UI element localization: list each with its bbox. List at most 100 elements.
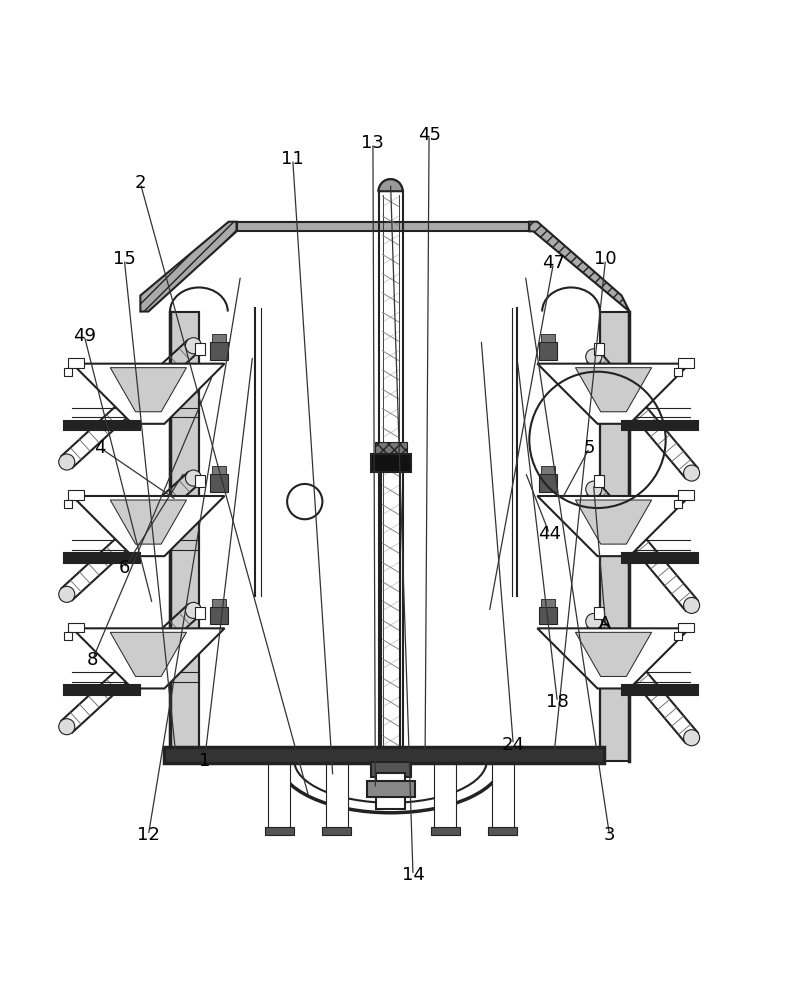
Bar [64, 421, 140, 430]
Text: 10: 10 [594, 250, 617, 268]
Bar [68, 623, 84, 632]
Polygon shape [576, 500, 651, 544]
Text: 14: 14 [402, 866, 424, 884]
Polygon shape [537, 496, 690, 556]
Text: 49: 49 [73, 327, 95, 345]
Bar [164, 747, 604, 763]
Text: 8: 8 [87, 651, 98, 669]
Polygon shape [576, 632, 651, 676]
Bar [594, 343, 604, 355]
Polygon shape [529, 222, 630, 312]
Bar [64, 553, 140, 563]
Polygon shape [576, 368, 651, 412]
Text: 12: 12 [137, 826, 160, 844]
Circle shape [585, 349, 602, 365]
Bar [170, 312, 199, 761]
Bar [678, 358, 694, 368]
Circle shape [185, 470, 201, 486]
Bar [541, 466, 555, 474]
Bar [212, 599, 226, 607]
Text: 45: 45 [418, 126, 440, 144]
Bar [600, 312, 629, 761]
Bar [210, 474, 228, 492]
Text: 3: 3 [604, 826, 615, 844]
Bar [367, 781, 415, 797]
Bar [212, 334, 226, 342]
Polygon shape [111, 500, 186, 544]
Bar [64, 685, 140, 695]
Polygon shape [537, 628, 690, 688]
Bar [539, 474, 557, 492]
Text: 24: 24 [502, 736, 525, 754]
Circle shape [59, 586, 75, 602]
Bar [195, 343, 205, 355]
Bar [268, 763, 290, 833]
Polygon shape [111, 632, 186, 676]
Bar [674, 632, 682, 640]
Text: 47: 47 [542, 254, 565, 272]
Bar [594, 607, 604, 619]
Bar [674, 500, 682, 508]
Bar [210, 607, 228, 624]
Bar [434, 763, 456, 833]
Circle shape [185, 338, 201, 354]
Bar [68, 490, 84, 500]
Circle shape [185, 602, 201, 618]
Text: 5: 5 [584, 439, 595, 457]
Bar [322, 827, 351, 835]
Bar [68, 358, 84, 368]
Bar [539, 342, 557, 360]
Bar [64, 632, 72, 640]
Text: 6: 6 [119, 559, 130, 577]
Polygon shape [140, 222, 237, 312]
Polygon shape [72, 364, 225, 424]
Circle shape [585, 481, 602, 497]
Bar [488, 827, 517, 835]
Wedge shape [379, 179, 403, 191]
Bar [64, 368, 72, 376]
Text: 44: 44 [538, 525, 561, 543]
Bar [622, 553, 698, 563]
Circle shape [683, 465, 699, 481]
Bar [492, 763, 514, 833]
Bar [375, 442, 407, 454]
Text: 1: 1 [199, 752, 210, 770]
Circle shape [683, 597, 699, 613]
Bar [195, 475, 205, 487]
Bar [622, 421, 698, 430]
Circle shape [683, 730, 699, 746]
Text: 13: 13 [362, 134, 384, 152]
Polygon shape [537, 364, 690, 424]
Bar [64, 500, 72, 508]
Text: 2: 2 [135, 174, 146, 192]
Bar [622, 685, 698, 695]
Circle shape [585, 613, 602, 629]
Bar [376, 773, 405, 809]
Bar [371, 454, 411, 472]
Bar [539, 607, 557, 624]
Bar [594, 475, 604, 487]
Bar [541, 334, 555, 342]
Text: 15: 15 [113, 250, 136, 268]
Text: 18: 18 [546, 693, 569, 711]
Text: A: A [599, 615, 612, 633]
Polygon shape [111, 368, 186, 412]
Bar [212, 466, 226, 474]
Polygon shape [72, 628, 225, 688]
Circle shape [59, 719, 75, 735]
Bar [431, 827, 460, 835]
Text: 11: 11 [282, 150, 304, 168]
Circle shape [59, 454, 75, 470]
Bar [326, 763, 348, 833]
Bar [674, 368, 682, 376]
Bar [541, 599, 555, 607]
Text: 4: 4 [95, 439, 106, 457]
Bar [678, 623, 694, 632]
Bar [237, 222, 529, 231]
Polygon shape [72, 496, 225, 556]
Bar [210, 342, 228, 360]
Bar [678, 490, 694, 500]
Bar [195, 607, 205, 619]
Bar [371, 762, 411, 777]
Bar [265, 827, 294, 835]
